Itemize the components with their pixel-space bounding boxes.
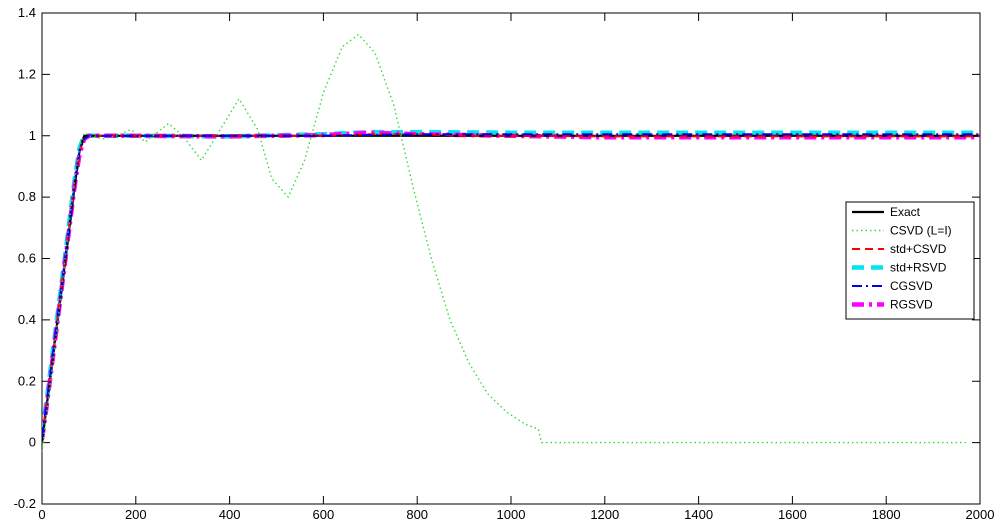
x-tick-label: 1800 — [872, 507, 901, 522]
x-tick-label: 400 — [219, 507, 241, 522]
plot-area — [41, 12, 981, 505]
legend-label: CSVD (L=I) — [890, 224, 952, 238]
x-tick-label: 600 — [313, 507, 335, 522]
x-tick-label: 800 — [406, 507, 428, 522]
y-tick-label: 0.4 — [18, 312, 36, 327]
x-tick-label: 0 — [38, 507, 45, 522]
x-tick-label: 1000 — [497, 507, 526, 522]
legend-box — [845, 201, 975, 320]
y-tick-label: 0.2 — [18, 373, 36, 388]
x-tick-label: 1400 — [684, 507, 713, 522]
y-tick-label: -0.2 — [14, 496, 36, 511]
x-tick-label: 1600 — [778, 507, 807, 522]
x-tick-label: 2000 — [966, 507, 995, 522]
y-tick-label: 1 — [29, 128, 36, 143]
axis-ticks: 0 200 400 600 800 1000 1200 1400 1600 1800 2000 -0.… — [14, 5, 995, 522]
x-tick-label: 200 — [125, 507, 147, 522]
y-tick-label: 1.2 — [18, 66, 36, 81]
x-tick-label: 1200 — [590, 507, 619, 522]
series-line-std-csvd — [42, 133, 980, 437]
y-tick-label: 0 — [29, 435, 36, 450]
legend: Exact CSVD (L=I) std+CSVD std+RSVD CGSVD RGSV… — [845, 201, 975, 320]
y-tick-label: 1.4 — [18, 5, 36, 20]
y-tick-label: 0.6 — [18, 251, 36, 266]
series-line-csvd-l-i — [42, 33, 966, 452]
legend-label: RGSVD — [890, 298, 933, 312]
series-layer — [42, 33, 980, 452]
legend-label: std+RSVD — [890, 261, 947, 275]
legend-label: Exact — [890, 205, 921, 219]
legend-label: std+CSVD — [890, 242, 947, 256]
legend-label: CGSVD — [890, 279, 933, 293]
y-tick-label: 0.8 — [18, 189, 36, 204]
